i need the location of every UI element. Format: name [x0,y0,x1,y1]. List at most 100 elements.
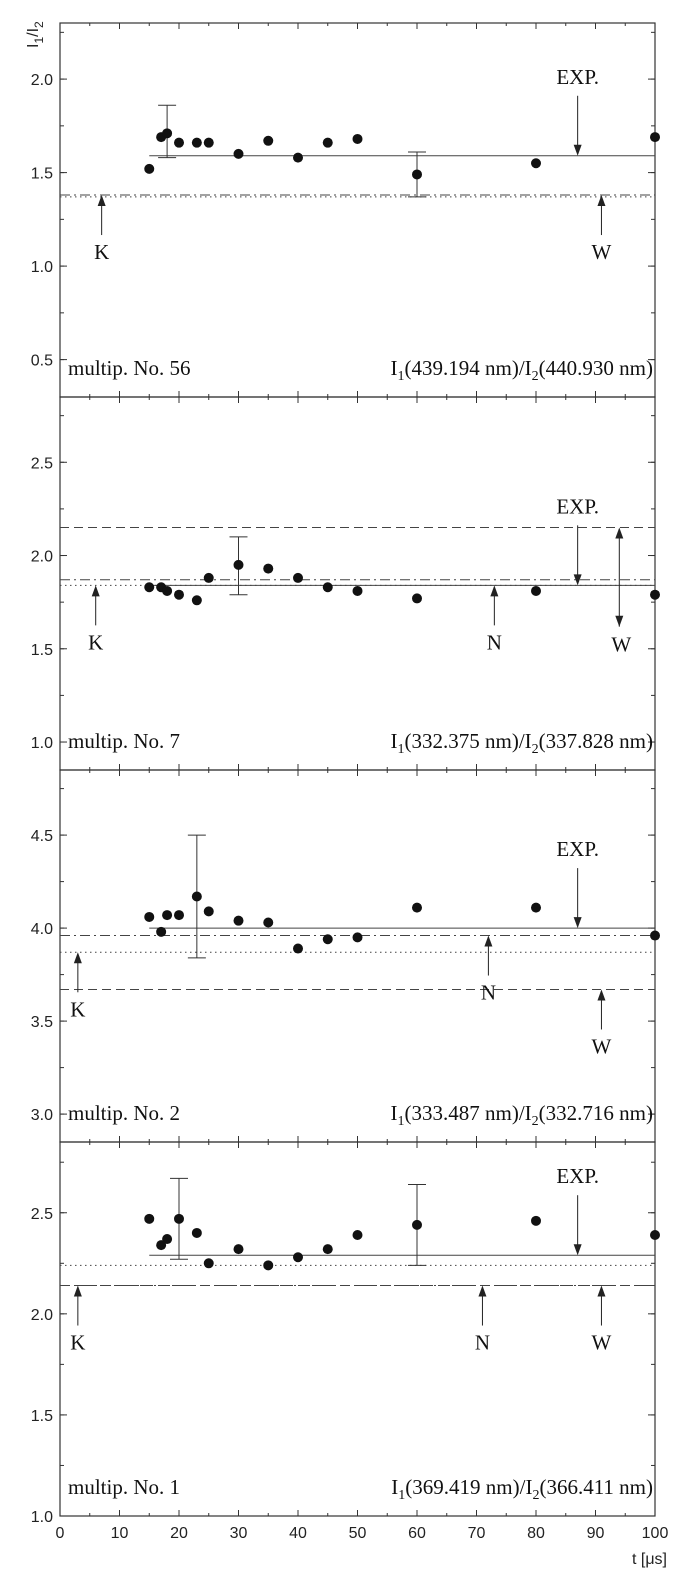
panel-3-data-point [203,906,214,917]
panel-4-marker-w-label: W [592,1331,612,1355]
panel-4-data-point [531,1215,541,1226]
panel-4-data-point [650,1229,660,1240]
panel-1-marker-k-label: K [94,240,109,264]
panel-2-marker-arrowhead [573,574,582,586]
x-tick-label: 0 [56,1525,65,1542]
panel-1-data-point [233,148,244,159]
panel-4-data-point [174,1213,184,1224]
panel-4-data-point [352,1229,363,1240]
panel-3-data-point [650,930,660,941]
panel-4-data-point [322,1244,333,1255]
panel-4-ytick-label: 2.5 [31,1206,53,1223]
panel-4-ytick-label: 2.0 [31,1307,53,1324]
panel-2-marker-arrowhead-lower [615,615,624,627]
panel-3-marker-k-label: K [70,997,85,1021]
panel-1-marker-arrowhead [97,195,106,207]
panel-1-data-point [531,158,541,169]
panel-2-data-point [322,582,333,593]
panel-3-data-point [144,911,155,922]
panel-2-ratio-label: I1(332.375 nm)/I2(337.828 nm) [391,729,653,757]
panel-3-data-point [322,934,333,945]
x-tick-label: 40 [289,1525,307,1542]
panel-3-marker-arrowhead [484,935,493,947]
panel-1-data-point [322,137,333,148]
panel-3-data-point [174,910,184,921]
panel-4-marker-n-label: N [475,1331,490,1355]
panel-4-data-point [203,1258,214,1269]
panel-2-data-point [650,589,660,600]
panel-3-data-point [263,917,274,928]
panel-2-marker-k-label: K [88,630,103,654]
panel-3-data-point [412,902,422,913]
panel-2-data-point [174,589,184,600]
panel-1-multiplet-label: multip. No. 56 [68,356,191,380]
panel-3-marker-n-label: N [481,981,496,1005]
panel-3-marker-arrowhead [573,917,582,929]
panel-3-frame [59,769,656,1143]
panel-2-marker-arrowhead [615,527,624,539]
panel-3-marker-w-label: W [592,1034,612,1058]
panel-4-ytick-label: 1.0 [31,1509,53,1526]
panel-4-marker-k-label: K [70,1331,85,1355]
panel-1-data-point [162,128,173,139]
x-tick-label: 30 [230,1525,248,1542]
panel-3-marker-arrowhead [73,952,82,964]
panel-3-multiplet-label: multip. No. 2 [68,1101,180,1125]
panel-1-marker-exp-label: EXP. [556,65,599,89]
panel-1-data-point [174,137,184,148]
panel-3-ytick-label: 3.5 [31,1014,53,1031]
panel-1-marker-arrowhead [573,144,582,156]
panel-4-data-point [263,1260,274,1271]
panel-3-marker-arrowhead [597,989,606,1001]
x-tick-label: 100 [642,1525,669,1542]
panel-3-data-point [191,891,202,902]
panel-3-ratio-label: I1(333.487 nm)/I2(332.716 nm) [391,1101,653,1129]
panel-4-data-point [412,1219,422,1230]
panel-3-data-point [293,943,303,954]
panel-1-data-point [352,133,363,144]
panel-2-data-point [263,563,274,574]
x-tick-label: 50 [349,1525,367,1542]
panel-4-data-point [162,1234,173,1245]
panel-1-data-point [263,135,274,146]
panel-4-data-point [293,1252,303,1263]
x-tick-label: 20 [170,1525,188,1542]
panel-4-marker-arrowhead [597,1285,606,1297]
panel-1-ytick-label: 1.0 [31,259,53,276]
x-tick-label: 60 [408,1525,426,1542]
x-tick-label: 10 [111,1525,129,1542]
panel-1-ratio-label: I1(439.194 nm)/I2(440.930 nm) [391,356,653,384]
panel-4-marker-arrowhead [478,1285,487,1297]
panel-4-data-point [144,1213,155,1224]
panel-1-marker-arrowhead [597,195,606,207]
panel-3-data-point [162,910,173,921]
panel-2-marker-arrowhead [490,585,499,597]
panel-1-ytick-label: 2.0 [31,72,53,89]
panel-2-marker-exp-label: EXP. [556,494,599,518]
panel-1-ytick-label: 1.5 [31,166,53,183]
panel-2-ytick-label: 2.0 [31,549,53,566]
panel-4-marker-arrowhead [73,1285,82,1297]
panel-2-data-point [144,582,155,593]
x-tick-label: 90 [587,1525,605,1542]
panel-4-ratio-label: I1(369.419 nm)/I2(366.411 nm) [391,1475,653,1503]
x-tick-label: 80 [527,1525,545,1542]
panel-2-data-point [352,585,363,596]
panel-1-data-point [203,137,214,148]
panel-4-marker-arrowhead [573,1244,582,1256]
panel-3-marker-exp-label: EXP. [556,837,599,861]
panel-3-data-point [233,915,244,926]
panel-3-data-point [531,902,541,913]
panel-2-data-point [203,572,214,583]
panel-4-marker-exp-label: EXP. [556,1164,599,1188]
panel-3-ytick-label: 3.0 [31,1107,53,1124]
panel-4-ytick-label: 1.5 [31,1408,53,1425]
panel-2-data-point [293,572,303,583]
panel-3-ytick-label: 4.0 [31,921,53,938]
panel-1-data-point [191,137,202,148]
panel-1-marker-w-label: W [592,240,612,264]
panel-2-ytick-label: 1.5 [31,642,53,659]
panel-2-marker-n-label: N [487,630,502,654]
panel-1-data-point [144,163,155,174]
panel-2-ytick-label: 1.0 [31,735,53,752]
